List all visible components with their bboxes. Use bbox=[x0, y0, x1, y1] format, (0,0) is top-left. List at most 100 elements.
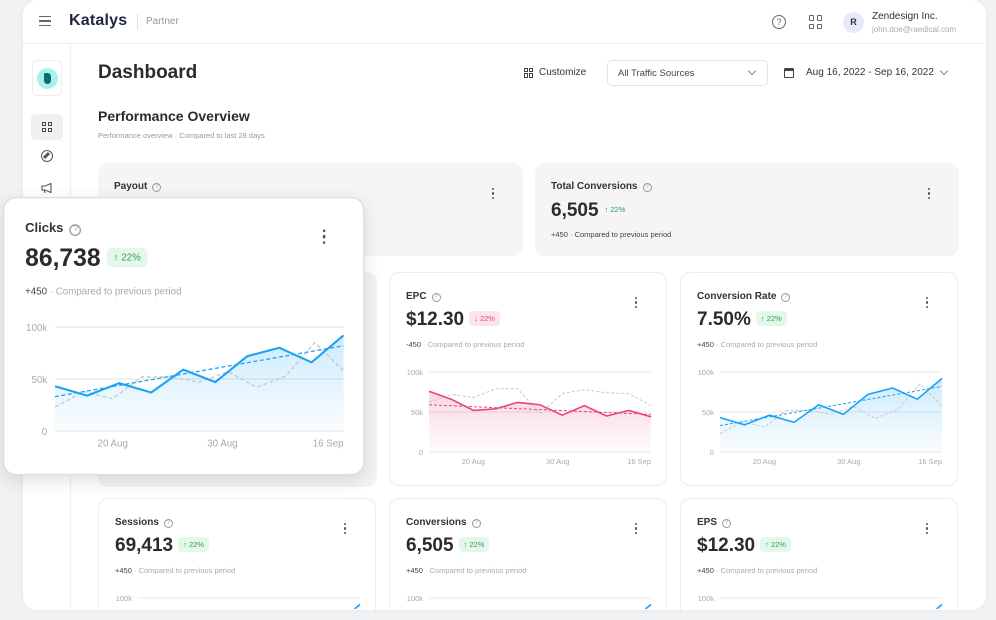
help-icon[interactable]: ? bbox=[69, 224, 82, 236]
total-conversions-card: Total Conversions? 6,505 ↑ 22% +450 · Com… bbox=[535, 163, 959, 256]
megaphone-icon[interactable] bbox=[41, 180, 53, 194]
sessions-chart: 100k bbox=[116, 594, 361, 609]
y-tick-label: 100k bbox=[26, 323, 47, 334]
kebab-menu-icon[interactable] bbox=[635, 297, 638, 308]
delta: +450 bbox=[697, 340, 714, 349]
y-tick-label: 100k bbox=[698, 594, 715, 603]
card-title: Clicks bbox=[25, 221, 64, 236]
change-badge: ↑ 22% bbox=[755, 311, 787, 326]
card-value: 6,505 bbox=[551, 200, 599, 221]
previous-period-line bbox=[54, 341, 345, 408]
kebab-menu-icon[interactable] bbox=[344, 523, 347, 534]
chevron-down-icon bbox=[747, 66, 757, 76]
area-fill bbox=[429, 391, 651, 452]
dashboard-grid-icon bbox=[42, 122, 52, 132]
date-range-picker[interactable]: Aug 16, 2022 - Sep 16, 2022 bbox=[806, 67, 934, 78]
conversions-card: Conversions? 6,505 ↑ 22% +450 · Compared … bbox=[389, 498, 667, 610]
conv-rate-card: Conversion Rate? 7.50% ↑ 22% +450 · Compa… bbox=[680, 272, 958, 486]
y-tick-label: 100k bbox=[116, 594, 133, 603]
x-tick-label: 30 Aug bbox=[207, 439, 237, 450]
change-badge: ↓ 22% bbox=[469, 311, 500, 326]
sidebar-item-dashboard[interactable] bbox=[31, 114, 63, 140]
y-tick-label: 50k bbox=[411, 408, 423, 417]
compare-text: · Compared to previous period bbox=[134, 566, 236, 575]
compare-text: · Compared to previous period bbox=[49, 285, 182, 298]
help-icon[interactable]: ? bbox=[163, 519, 173, 528]
conv-rate-chart: 0 50k 100k 20 Aug 30 Aug 16 Sep bbox=[698, 368, 943, 466]
change-badge: ↑ 22% bbox=[178, 537, 209, 552]
apps-grid-icon[interactable] bbox=[809, 15, 823, 29]
help-icon[interactable]: ? bbox=[781, 293, 791, 302]
clicks-chart: 0 50k 100k 20 Aug 30 Aug 16 Sep bbox=[26, 323, 345, 450]
delta: +450 bbox=[115, 566, 132, 575]
workspace-logo[interactable] bbox=[32, 60, 62, 96]
current-period-line bbox=[645, 603, 652, 609]
sidebar-item-explore[interactable] bbox=[41, 150, 53, 162]
kebab-menu-icon[interactable] bbox=[635, 523, 638, 534]
card-value: $12.30 bbox=[697, 535, 756, 556]
delta: -450 bbox=[406, 340, 422, 349]
traffic-source-select[interactable]: All Traffic Sources bbox=[607, 60, 768, 86]
calendar-icon[interactable] bbox=[784, 68, 794, 78]
clicks-card: Clicks? 86,738 ↑ 22% +450 · Compared to p… bbox=[3, 197, 365, 476]
kebab-menu-icon[interactable] bbox=[928, 188, 931, 199]
compare-text: · Compared to previous period bbox=[425, 566, 527, 575]
leaf-logo-icon bbox=[37, 68, 58, 89]
delta: +450 bbox=[406, 566, 423, 575]
epc-card: EPC? $12.30 ↓ 22% -450 · Compared to prev… bbox=[389, 272, 667, 486]
delta: +450 bbox=[697, 566, 714, 575]
help-icon[interactable]: ? bbox=[152, 183, 162, 192]
card-title: EPS bbox=[697, 517, 718, 528]
traffic-source-value: All Traffic Sources bbox=[618, 68, 695, 79]
y-tick-label: 100k bbox=[407, 368, 424, 377]
x-tick-label: 20 Aug bbox=[98, 439, 128, 450]
user-email: john.doe@raedical.com bbox=[872, 25, 957, 34]
current-period-line bbox=[428, 390, 652, 418]
kebab-menu-icon[interactable] bbox=[926, 523, 929, 534]
card-title: Conversion Rate bbox=[697, 291, 777, 302]
help-icon[interactable]: ? bbox=[722, 519, 732, 528]
card-value: 86,738 bbox=[25, 245, 101, 273]
avatar[interactable]: R bbox=[843, 12, 864, 33]
menu-icon[interactable] bbox=[39, 16, 51, 26]
current-period-line bbox=[354, 603, 361, 609]
card-title: EPC bbox=[406, 291, 427, 302]
current-period-line bbox=[54, 334, 345, 397]
page-title: Dashboard bbox=[98, 62, 198, 83]
change-badge: ↑ 22% bbox=[458, 537, 490, 552]
divider bbox=[137, 14, 138, 30]
help-icon[interactable]: ? bbox=[642, 183, 652, 192]
kebab-menu-icon[interactable] bbox=[926, 297, 929, 308]
brand-logo[interactable]: Katalys bbox=[69, 12, 128, 29]
customize-button[interactable]: Customize bbox=[524, 67, 586, 78]
top-header: Katalys Partner ? R Zendesign Inc. john.… bbox=[23, 0, 986, 44]
help-icon[interactable]: ? bbox=[471, 519, 481, 528]
y-tick-label: 100k bbox=[698, 368, 715, 377]
kebab-menu-icon[interactable] bbox=[492, 188, 495, 199]
card-title: Payout bbox=[114, 181, 148, 192]
help-icon[interactable]: ? bbox=[772, 15, 786, 29]
current-period-line bbox=[719, 377, 943, 426]
customize-label: Customize bbox=[539, 67, 587, 78]
compass-icon bbox=[42, 151, 51, 160]
y-tick-label: 0 bbox=[42, 427, 48, 438]
section-label: Partner bbox=[146, 16, 179, 27]
eps-card: EPS? $12.30 ↑ 22% +450 · Compared to prev… bbox=[680, 498, 958, 610]
customize-icon bbox=[524, 67, 533, 78]
compare-text: · Compared to previous period bbox=[716, 340, 818, 349]
y-tick-label: 100k bbox=[407, 594, 424, 603]
x-tick-label: 16 Sep bbox=[313, 439, 344, 450]
kebab-menu-icon[interactable] bbox=[322, 229, 327, 244]
y-tick-label: 0 bbox=[419, 448, 423, 457]
x-tick-label: 30 Aug bbox=[837, 457, 860, 466]
x-tick-label: 20 Aug bbox=[462, 457, 485, 466]
help-icon[interactable]: ? bbox=[431, 293, 441, 302]
conversions-chart: 100k bbox=[407, 594, 652, 609]
current-period-line bbox=[936, 603, 943, 609]
area-fill bbox=[720, 378, 942, 452]
section-title: Performance Overview bbox=[98, 108, 250, 124]
section-subtitle: Performance overview · Compared to last … bbox=[98, 131, 265, 140]
previous-period-line bbox=[719, 383, 943, 435]
y-tick-label: 50k bbox=[702, 408, 714, 417]
compare-text: · Compared to previous period bbox=[570, 230, 672, 239]
